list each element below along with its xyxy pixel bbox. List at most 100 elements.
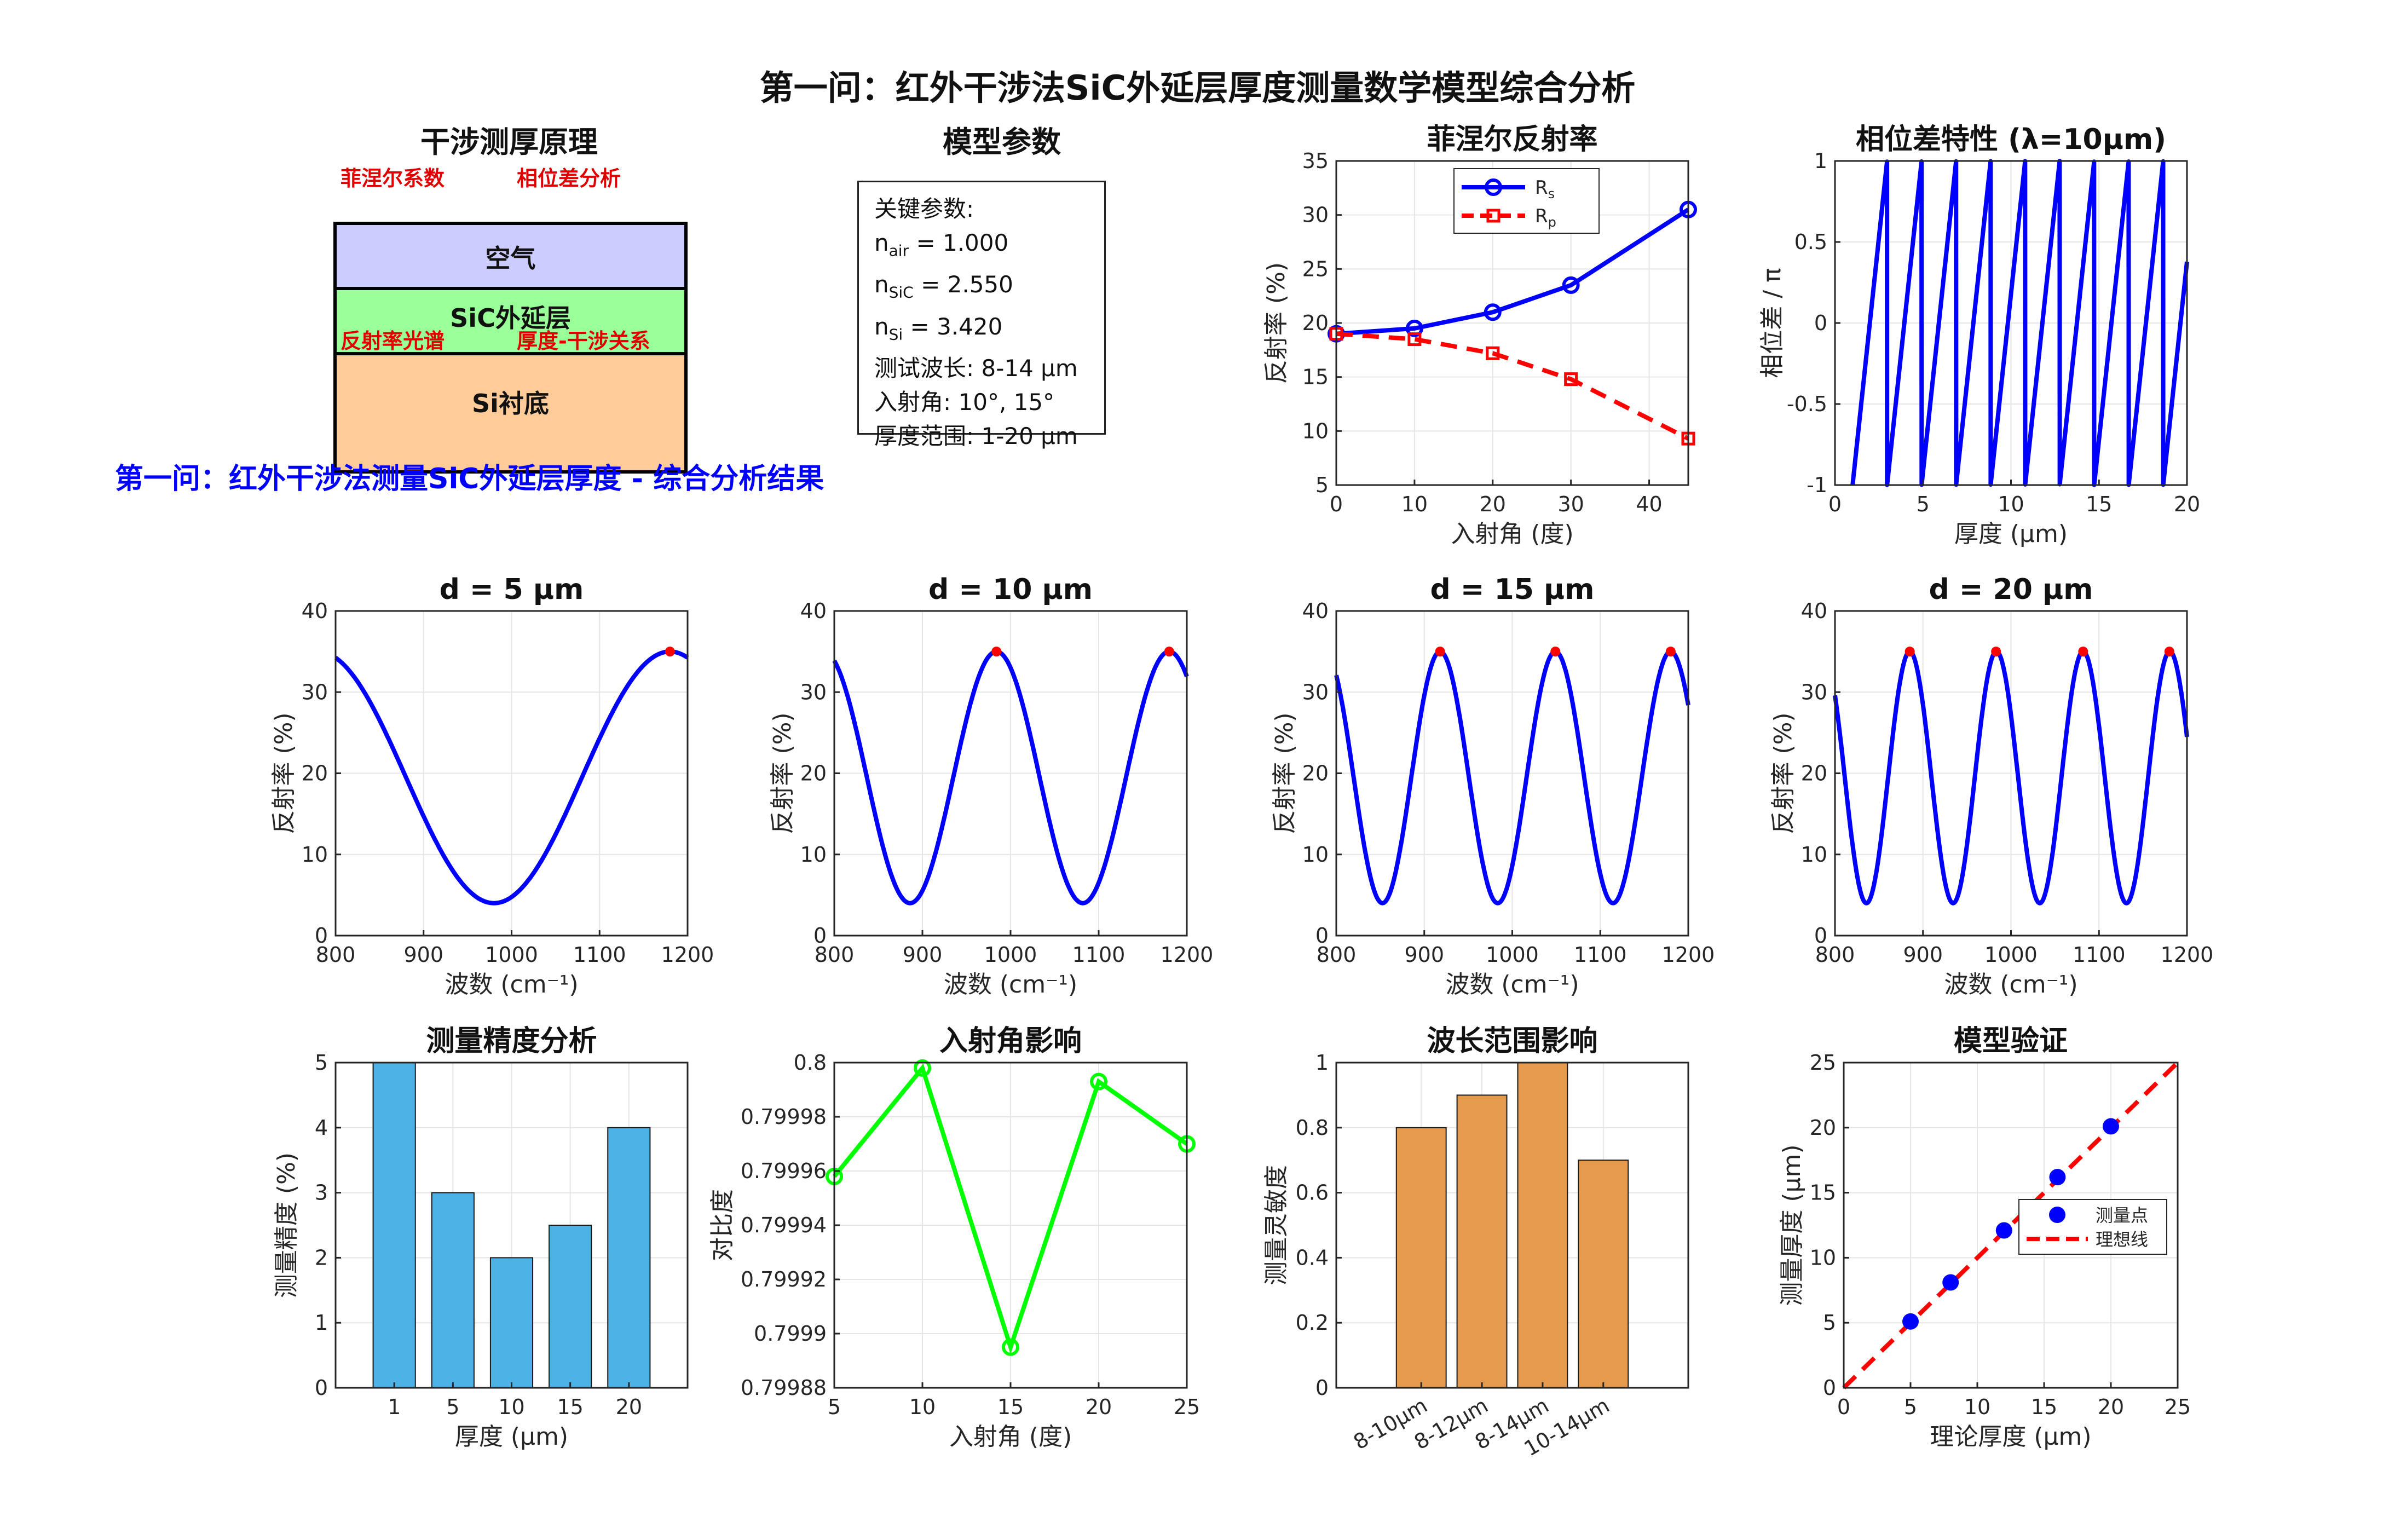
x-tick-label: 20 [2098, 1395, 2124, 1419]
y-tick-label: 0 [1315, 1376, 1329, 1400]
y-tick-label: 20 [1810, 1116, 1836, 1140]
peak-marker [991, 647, 1002, 657]
y-tick-label: 25 [1810, 1051, 1836, 1075]
x-tick-label: 5 [446, 1395, 459, 1419]
x-tick-label: 1200 [2161, 943, 2214, 967]
bar [607, 1127, 651, 1389]
params-title: 模型参数 [943, 125, 1061, 159]
data-point [1486, 346, 1500, 360]
x-tick-label: 800 [1815, 943, 1855, 967]
chart-title: d = 5 μm [440, 573, 584, 606]
y-tick-label: 30 [302, 680, 328, 704]
chart-d15: 800 900 1000 1100 1200 0 10 20 30 40 d = 15 μm 波数 (… [1271, 573, 1715, 999]
y-tick-label: 0.8 [1296, 1116, 1329, 1140]
y-tick-label: 4 [315, 1116, 328, 1140]
chart-title: d = 15 μm [1430, 573, 1595, 606]
layer-si: Si衬底 [333, 352, 688, 474]
x-tick-label: 10 [498, 1395, 524, 1419]
y-tick-label: 1 [1814, 149, 1827, 173]
x-tick-label: 25 [2165, 1395, 2191, 1419]
y-tick-label: 10 [1302, 419, 1329, 443]
y-tick-label: 20 [302, 762, 328, 786]
legend-box [1453, 168, 1600, 234]
y-axis-label: 对比度 [708, 1189, 736, 1261]
y-tick-label: -1 [1807, 473, 1827, 497]
x-tick-label: 25 [1174, 1395, 1200, 1419]
legend-entry: Rp [1535, 205, 1556, 230]
x-tick-label: 1000 [485, 943, 538, 967]
x-tick-label: 15 [997, 1395, 1024, 1419]
data-point [1002, 1338, 1019, 1356]
y-axis-label: 测量厚度 (μm) [1778, 1144, 1806, 1306]
bar [1578, 1160, 1629, 1388]
y-tick-label: 0.79998 [741, 1105, 827, 1129]
x-tick-label: 800 [815, 943, 855, 967]
data-point [1562, 276, 1580, 294]
data-point [1405, 319, 1423, 337]
chart-title: 菲涅尔反射率 [1427, 123, 1597, 156]
chart-phase: 0 5 10 15 20 -1 -0.5 0 0.5 1 相位差特性 (λ=10μm) 厚度 (μm)… [1758, 123, 2200, 548]
y-tick-label: 30 [1302, 203, 1329, 227]
peak-marker [2164, 647, 2174, 657]
x-tick-label: 10 [1998, 492, 2024, 516]
x-axis-label: 波数 (cm⁻¹) [1944, 971, 2077, 999]
y-tick-label: 40 [302, 599, 328, 623]
y-tick-label: 25 [1302, 257, 1329, 281]
y-tick-label: 0.7999 [754, 1322, 827, 1346]
y-tick-label: 0.6 [1296, 1181, 1329, 1205]
x-tick-label: 900 [1903, 943, 1943, 967]
x-tick-label: 5 [1917, 492, 1930, 516]
y-tick-label: 0 [315, 924, 328, 948]
data-point [1090, 1072, 1107, 1091]
reflectance-curve [832, 649, 1189, 905]
peak-marker [1991, 647, 2001, 657]
x-tick-label: 30 [1557, 492, 1584, 516]
y-tick-label: 0.79996 [741, 1159, 827, 1183]
y-axis-label: 相位差 / π [1758, 268, 1786, 378]
y-tick-label: 40 [1302, 599, 1329, 623]
y-tick-label: 10 [302, 843, 328, 867]
x-tick-label: 1100 [2073, 943, 2126, 967]
param-n-si: nSi = 3.420 [874, 313, 1003, 344]
bar [431, 1192, 475, 1389]
contrast-line [832, 1063, 1188, 1354]
phase-curve [1850, 159, 2189, 487]
x-tick-label: 40 [1636, 492, 1662, 516]
chart-title: 测量精度分析 [426, 1025, 597, 1058]
param-angle: 入射角: 10°, 15° [874, 389, 1055, 416]
y-tick-label: 35 [1302, 149, 1329, 173]
measured-point [1942, 1274, 1959, 1291]
chart-title: 波长范围影响 [1427, 1025, 1597, 1058]
y-axis-label: 测量灵敏度 [1262, 1165, 1290, 1285]
param-wavelength: 测试波长: 8-14 μm [874, 355, 1078, 382]
y-tick-label: 0 [1814, 924, 1827, 948]
legend-marker [2049, 1207, 2065, 1223]
x-axis-label: 波数 (cm⁻¹) [1445, 971, 1579, 999]
label-phase-analysis: 相位差分析 [517, 166, 621, 191]
overlay-title: 第一问：红外干涉法测量SiC外延层厚度 - 综合分析结果 [115, 463, 824, 495]
y-tick-label: 5 [315, 1051, 328, 1075]
x-tick-label: 10 [1401, 492, 1428, 516]
param-n-sic: nSiC = 2.550 [874, 271, 1013, 302]
bar [372, 1062, 416, 1388]
layer-si-label: Si衬底 [472, 389, 549, 418]
x-tick-label: 10 [909, 1395, 936, 1419]
x-axis-label: 理论厚度 (μm) [1930, 1423, 2091, 1451]
x-tick-label: 900 [403, 943, 443, 967]
x-tick-label: 1100 [573, 943, 626, 967]
legend-marker [1486, 209, 1501, 223]
legend-box [2018, 1199, 2167, 1255]
x-tick-label: 1000 [1984, 943, 2038, 967]
x-tick-label: 20 [2174, 492, 2200, 516]
reflectance-curve [1833, 649, 2189, 905]
x-tick-label: 900 [903, 943, 943, 967]
x-tick-label: 20 [1086, 1395, 1112, 1419]
y-tick-label: 30 [1801, 680, 1827, 704]
figure-title: 第一问：红外干涉法SiC外延层厚度测量数学模型综合分析 [759, 68, 1636, 108]
data-point [1564, 372, 1578, 387]
label-thickness-relation: 厚度-干涉关系 [517, 329, 650, 353]
param-thickness-range: 厚度范围: 1-20 μm [874, 423, 1078, 450]
y-tick-label: 10 [1810, 1245, 1836, 1270]
x-axis-label: 厚度 (μm) [1954, 520, 2068, 548]
